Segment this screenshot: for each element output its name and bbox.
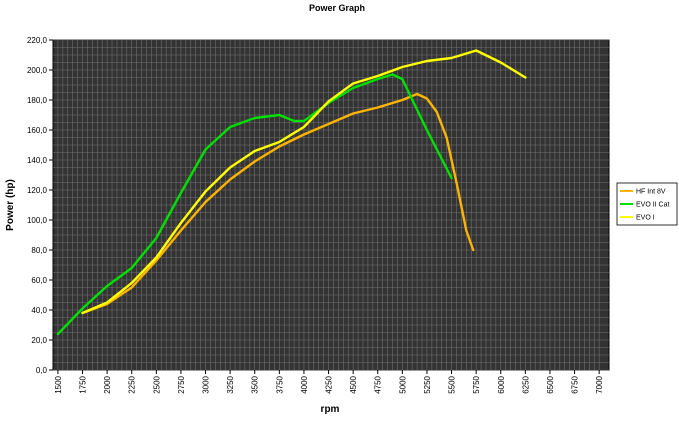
- x-tick-label: 2500: [152, 375, 161, 393]
- series-lines: [56, 49, 527, 336]
- x-tick-label: 6250: [521, 375, 530, 393]
- x-tick-label: 1750: [79, 375, 88, 393]
- series-line-0: [81, 92, 475, 315]
- x-tick-label: 2250: [128, 375, 137, 393]
- x-tick-label: 4750: [374, 375, 383, 393]
- y-tick-label: 40,0: [31, 306, 47, 315]
- chart-title: Power Graph: [309, 3, 365, 13]
- series-line-2: [81, 49, 527, 315]
- series-line-1: [56, 73, 453, 336]
- y-axis-title: Power (hp): [5, 179, 16, 231]
- x-axis-title: rpm: [321, 404, 340, 415]
- grid: [53, 39, 609, 371]
- y-tick-label: 220,0: [27, 36, 48, 45]
- y-tick-label: 0,0: [36, 366, 48, 375]
- x-tick-label: 3000: [202, 375, 211, 393]
- x-tick-label: 5750: [472, 375, 481, 393]
- x-tick-label: 3750: [275, 375, 284, 393]
- x-tick-label: 7000: [595, 375, 604, 393]
- x-tick-label: 1500: [54, 375, 63, 393]
- y-tick-label: 20,0: [31, 336, 47, 345]
- x-tick-label: 3250: [226, 375, 235, 393]
- x-tick-label: 2000: [103, 375, 112, 393]
- y-tick-label: 140,0: [27, 156, 48, 165]
- x-tick-label: 4000: [300, 375, 309, 393]
- legend-entry: EVO II Cat: [636, 202, 670, 209]
- x-tick-label: 3500: [251, 375, 260, 393]
- x-tick-label: 5000: [398, 375, 407, 393]
- y-tick-label: 160,0: [27, 126, 48, 135]
- y-tick-label: 200,0: [27, 66, 48, 75]
- y-tick-label: 120,0: [27, 186, 48, 195]
- x-tick-label: 6000: [497, 375, 506, 393]
- legend-entry: HF Int 8V: [636, 189, 666, 196]
- x-tick-label: 4500: [349, 375, 358, 393]
- y-tick-label: 180,0: [27, 96, 48, 105]
- x-tick-label: 6750: [571, 375, 580, 393]
- legend: HF Int 8V EVO II Cat EVO I: [616, 182, 678, 226]
- x-tick-label: 4250: [325, 375, 334, 393]
- legend-entry: EVO I: [636, 215, 655, 222]
- x-axis-ticks: 1500 1750 2000 2250 2500 2750 3000 3250 3500 3750…: [54, 370, 604, 394]
- y-tick-label: 80,0: [31, 246, 47, 255]
- x-tick-label: 5500: [448, 375, 457, 393]
- y-tick-label: 60,0: [31, 276, 47, 285]
- x-tick-label: 5250: [423, 375, 432, 393]
- x-tick-label: 2750: [177, 375, 186, 393]
- y-tick-label: 100,0: [27, 216, 48, 225]
- y-axis-ticks: 0,0 20,0 40,0 60,0 80,0 100,0 120,0 140,0 160,0 1…: [27, 36, 53, 375]
- x-tick-label: 6500: [546, 375, 555, 393]
